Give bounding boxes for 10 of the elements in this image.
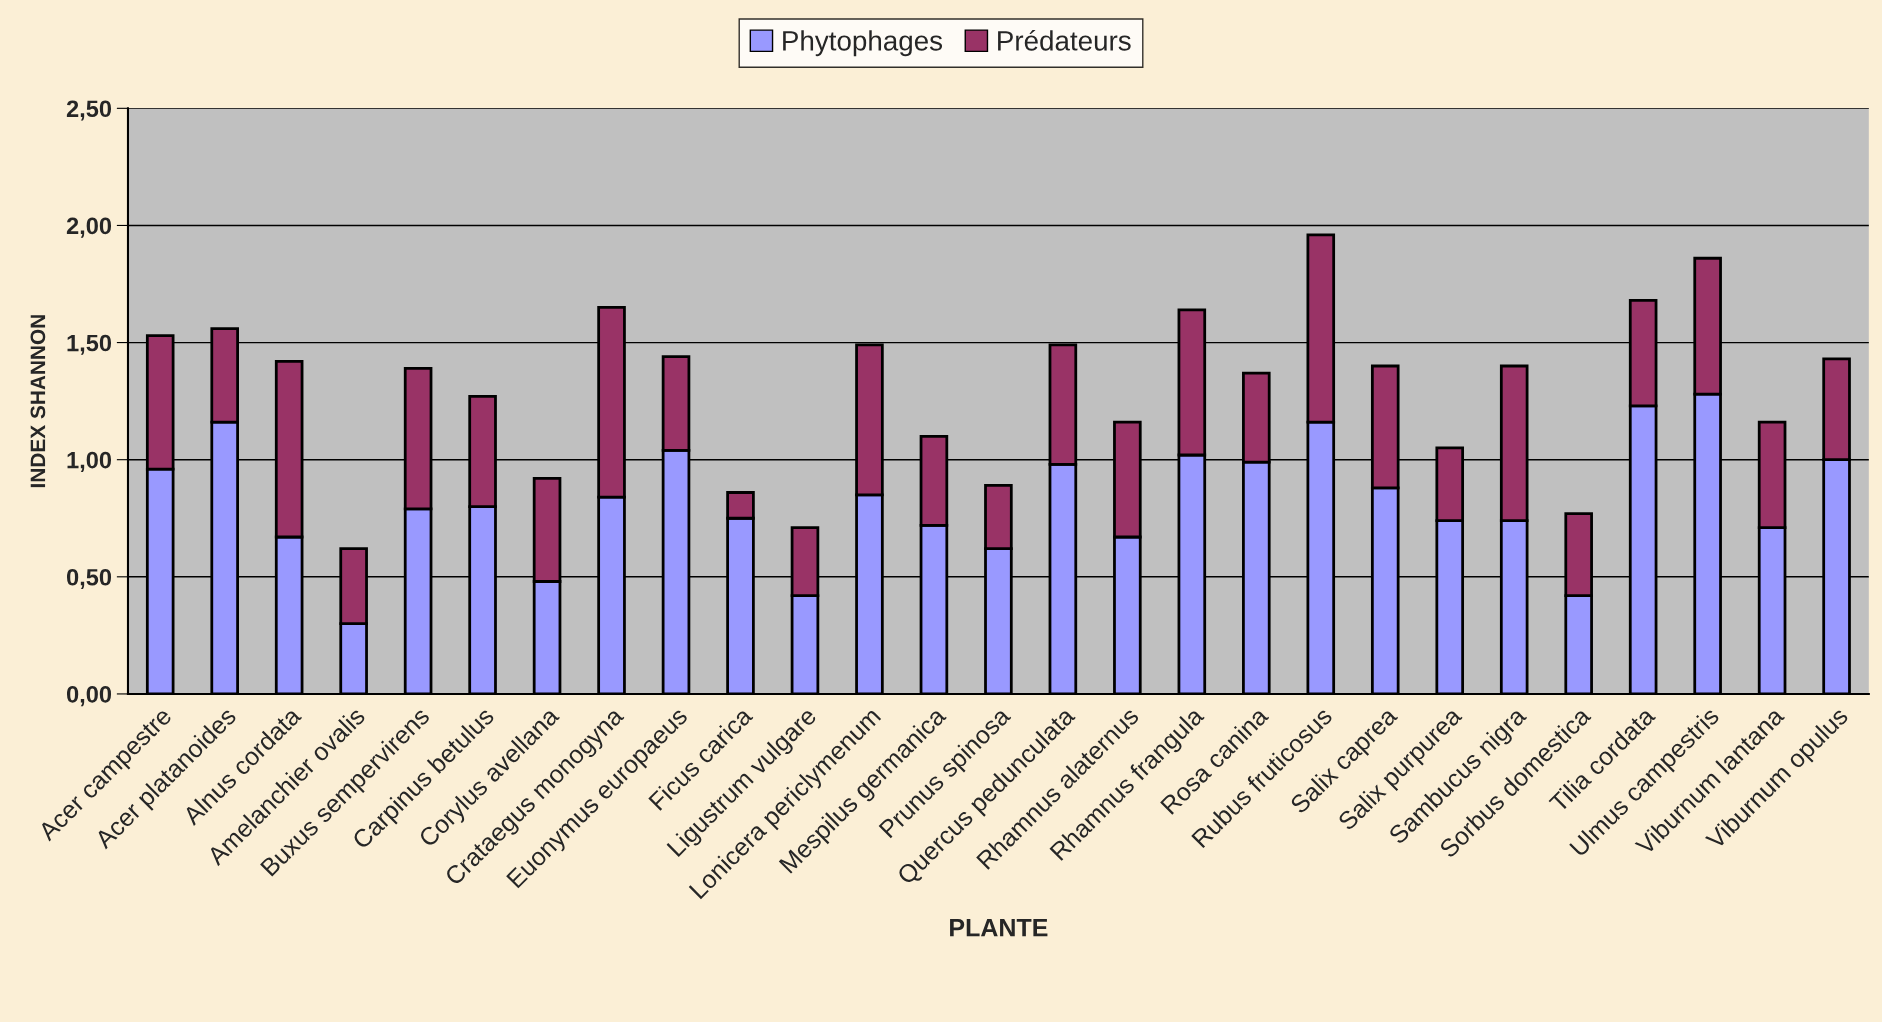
legend-label: Prédateurs xyxy=(998,29,1131,51)
y-tick-label: 1,00 xyxy=(67,451,112,472)
y-axis-title: INDEX SHANNON xyxy=(30,315,46,488)
y-tick-label: 2,00 xyxy=(66,217,112,238)
y-tick-label: 0,00 xyxy=(66,686,112,707)
y-tick-label: 0,50 xyxy=(66,568,112,590)
x-axis-title: PLANTE xyxy=(950,919,1048,937)
legend-label: Phytophages xyxy=(783,30,943,57)
y-tick-label: 2,50 xyxy=(66,100,112,121)
y-tick-label: 1,50 xyxy=(67,334,112,355)
